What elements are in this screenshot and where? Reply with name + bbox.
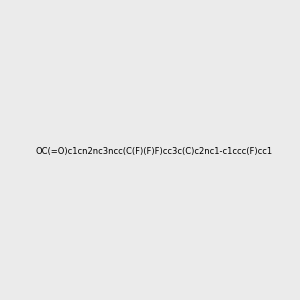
Text: OC(=O)c1cn2nc3ncc(C(F)(F)F)cc3c(C)c2nc1-c1ccc(F)cc1: OC(=O)c1cn2nc3ncc(C(F)(F)F)cc3c(C)c2nc1-… xyxy=(35,147,272,156)
